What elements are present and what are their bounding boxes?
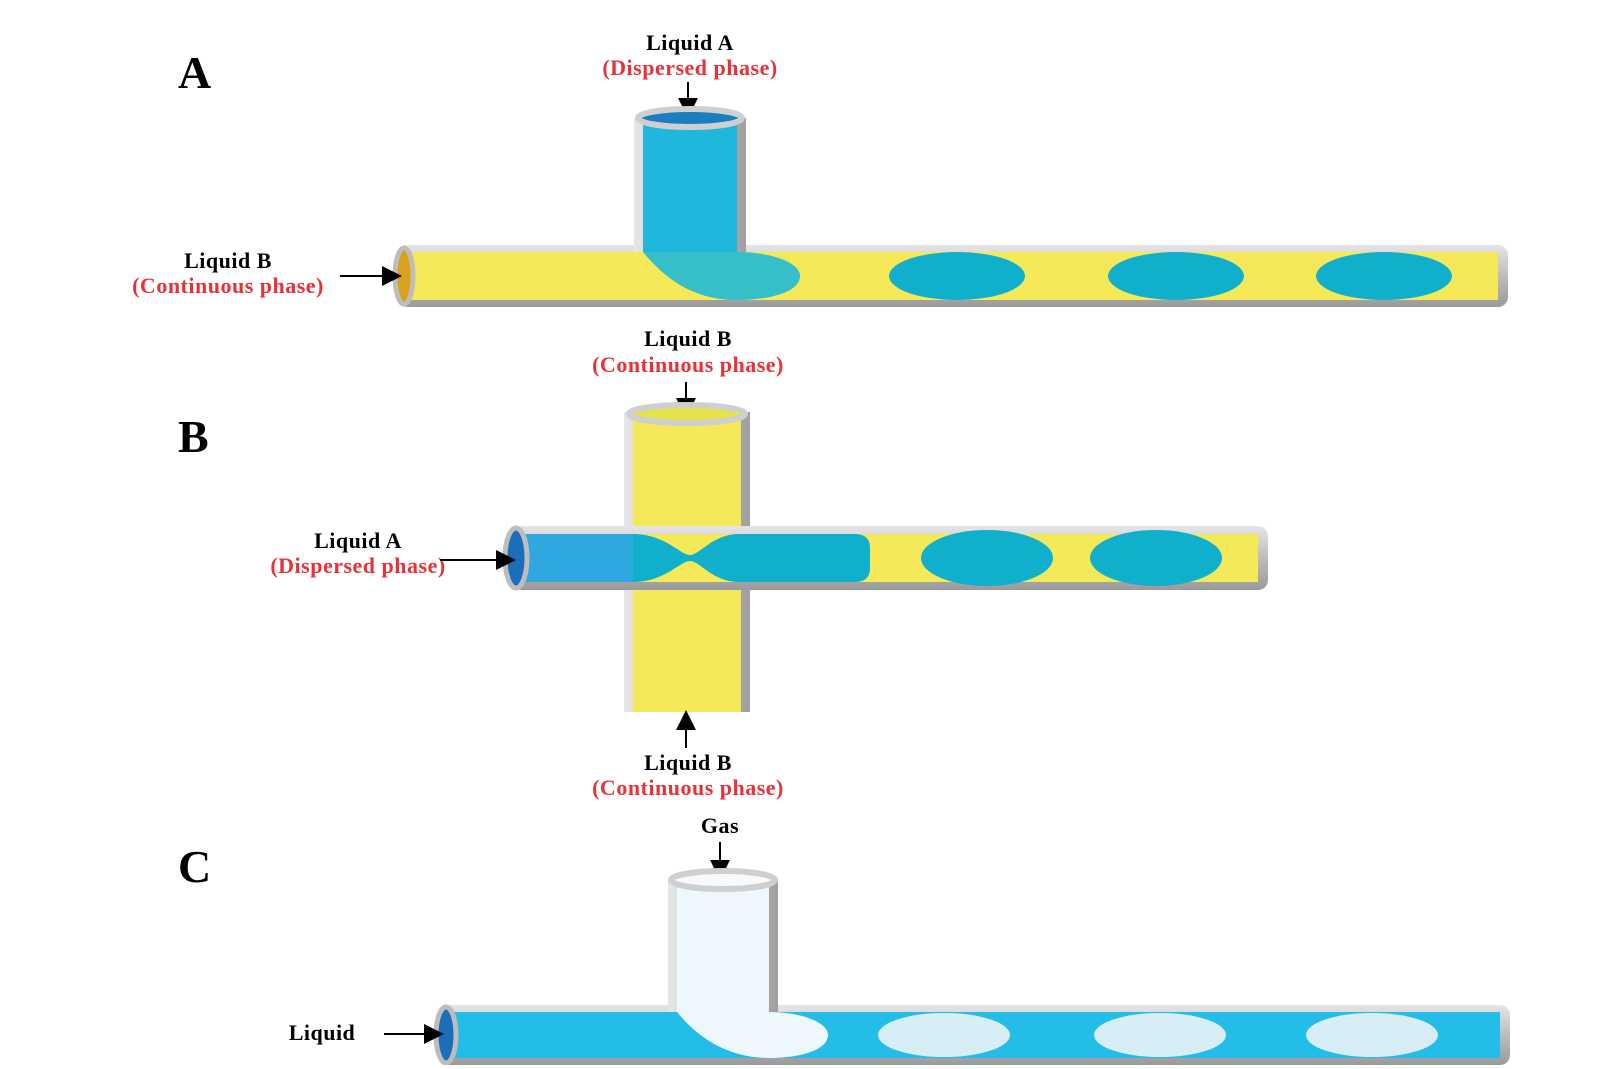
panel-b-side-label-name: Liquid A xyxy=(314,528,402,553)
panel-a-forming-droplet xyxy=(643,252,800,300)
panel-b-vertical-inlet-top xyxy=(626,402,748,426)
panel-a-top-label-phase: (Dispersed phase) xyxy=(602,55,777,80)
panel-b: B Liquid B (Continuous phase) Liquid A (… xyxy=(178,326,1268,800)
panel-a-side-label-name: Liquid B xyxy=(184,248,272,273)
panel-c-top-label-name: Gas xyxy=(701,813,739,838)
panel-b-side-label-phase: (Dispersed phase) xyxy=(270,553,445,578)
panel-c-gas-inlet xyxy=(668,868,778,892)
panel-a-letter: A xyxy=(178,47,211,98)
panel-b-top-label-name: Liquid B xyxy=(644,326,732,351)
panel-c-gas-tube-fluid xyxy=(677,880,769,1012)
panel-b-bottom-label-phase: (Continuous phase) xyxy=(592,775,784,800)
panel-b-letter: B xyxy=(178,411,209,462)
panel-b-top-label-phase: (Continuous phase) xyxy=(592,352,784,377)
panel-b-bottom-label-name: Liquid B xyxy=(644,750,732,775)
panel-c: C Gas Liquid xyxy=(178,813,1510,1066)
panel-b-forming-droplet xyxy=(705,534,870,582)
panel-c-bubble xyxy=(1306,1013,1438,1057)
panel-b-side-inlet xyxy=(502,525,530,591)
panel-c-bubble xyxy=(878,1013,1010,1057)
panel-a-side-label-phase: (Continuous phase) xyxy=(132,273,324,298)
panel-a-droplet xyxy=(1316,252,1452,300)
panel-a-droplet xyxy=(1108,252,1244,300)
panel-a-side-inlet xyxy=(635,106,745,130)
panel-b-droplet xyxy=(1090,530,1222,586)
panel-a: A Liquid A (Dispersed phase) Liquid B (C… xyxy=(132,30,1508,307)
panel-c-bubble xyxy=(1094,1013,1226,1057)
panel-b-droplet xyxy=(921,530,1053,586)
panel-b-dispersed-inlet-fluid xyxy=(520,534,633,582)
panel-a-top-label-name: Liquid A xyxy=(646,30,734,55)
panel-a-droplet xyxy=(889,252,1025,300)
panel-a-side-tube-fluid xyxy=(643,118,737,252)
panel-c-letter: C xyxy=(178,841,211,892)
panel-c-side-label-name: Liquid xyxy=(289,1020,356,1045)
panel-c-forming-bubble xyxy=(677,1012,828,1058)
